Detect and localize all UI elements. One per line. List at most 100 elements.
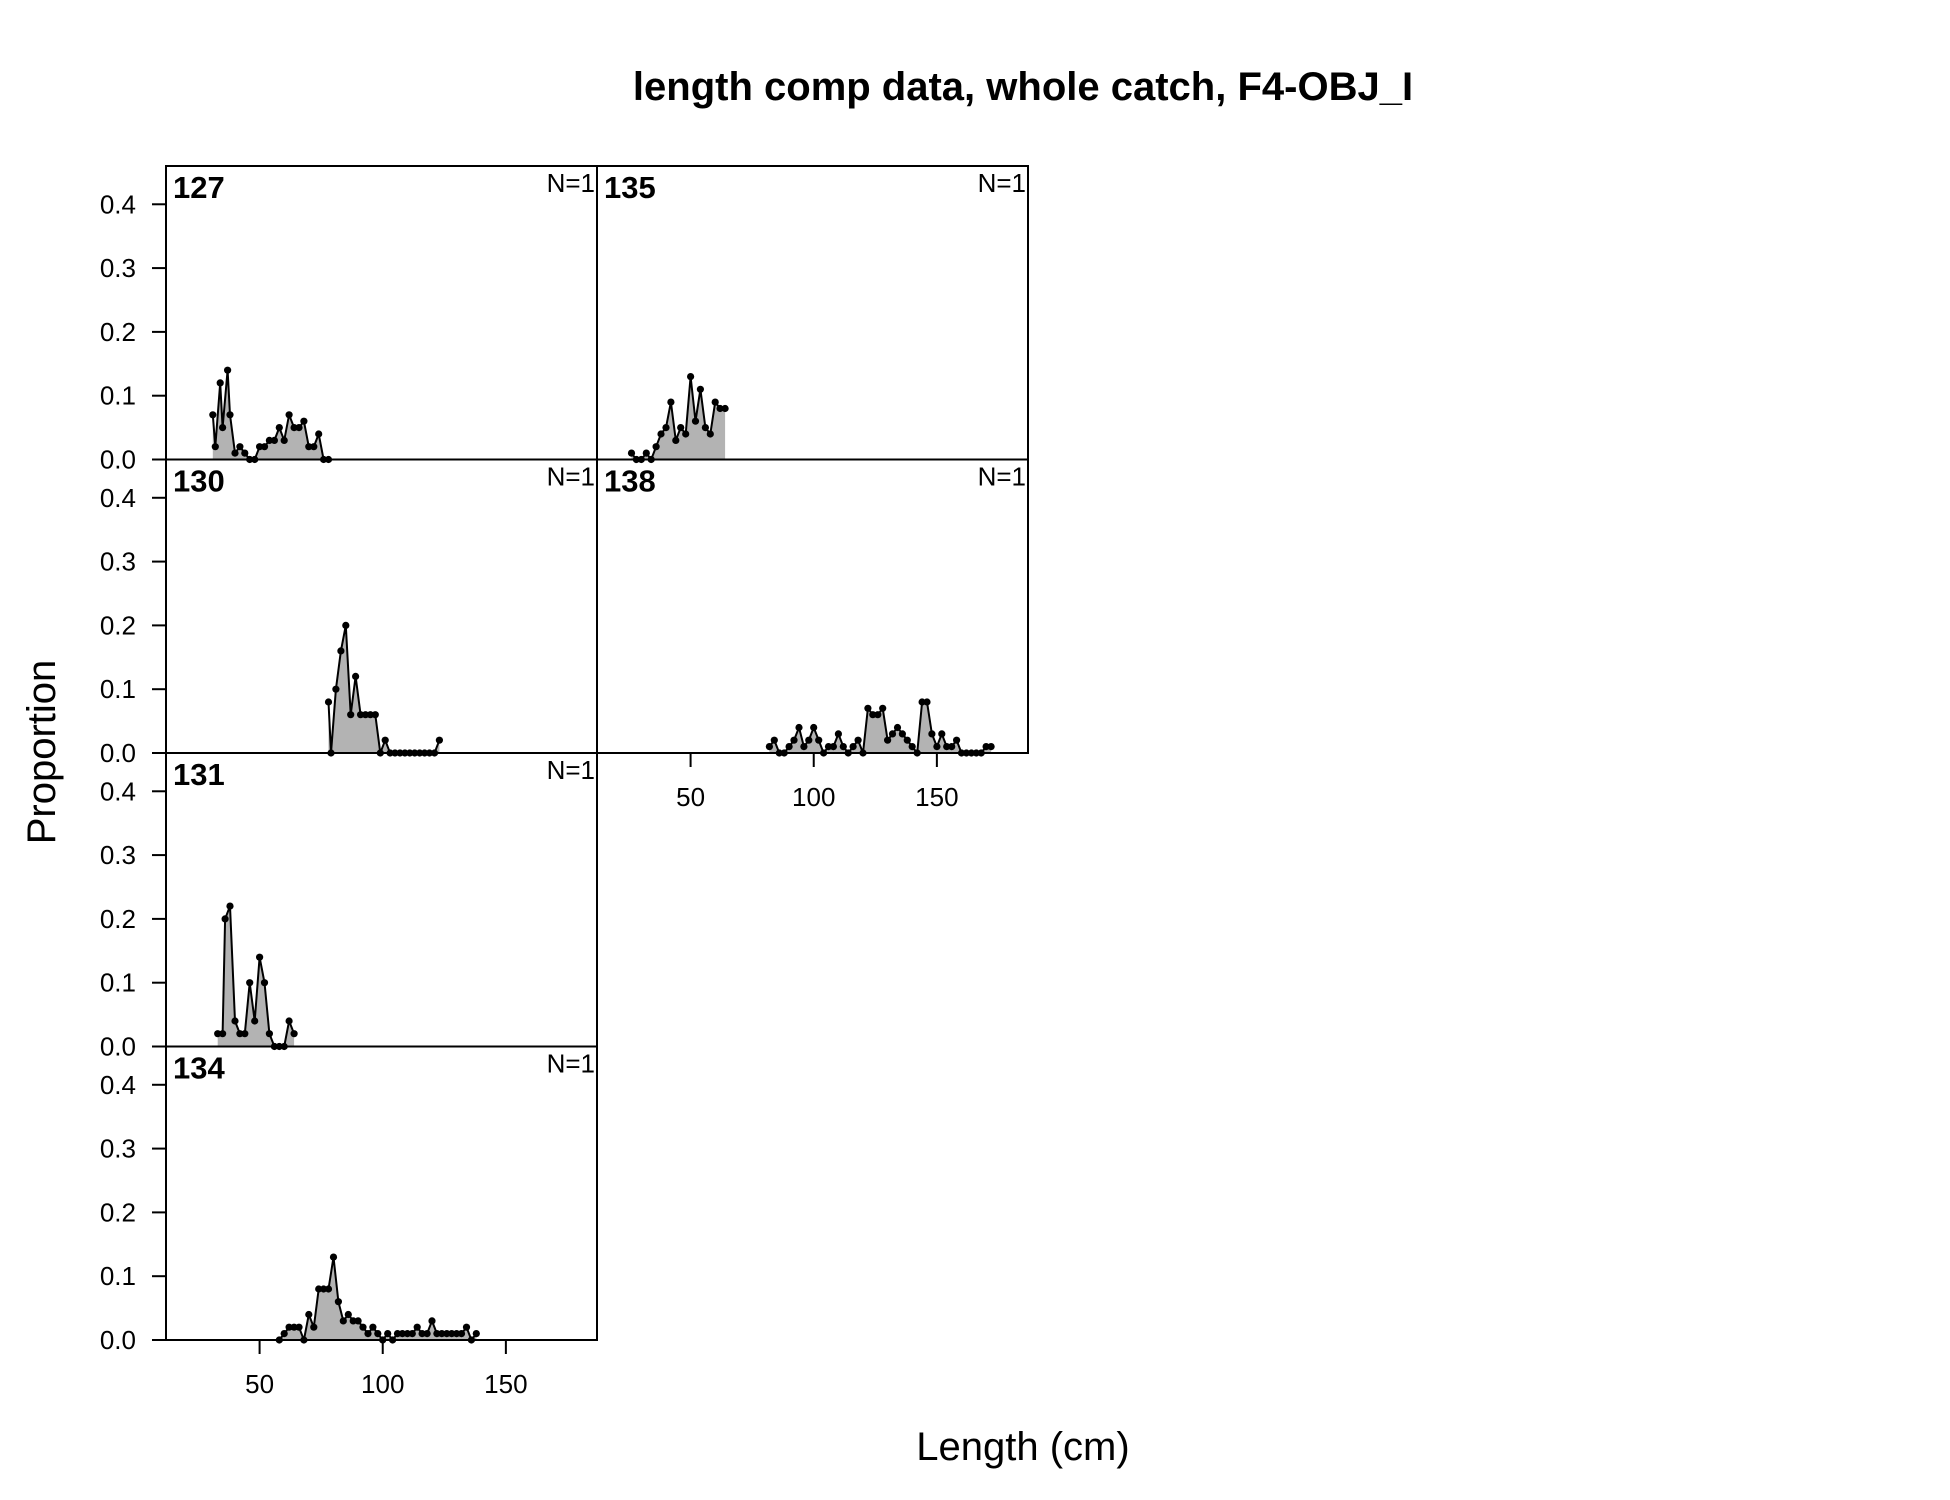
data-point <box>224 366 232 374</box>
data-point <box>839 743 847 751</box>
data-point <box>987 743 995 751</box>
panel-n-label: N=1 <box>547 755 595 785</box>
x-axis-label: Length (cm) <box>916 1425 1129 1469</box>
x-tick-label: 150 <box>915 782 958 812</box>
data-point <box>642 449 650 457</box>
data-point <box>933 743 941 751</box>
y-tick-label: 0.2 <box>100 317 136 347</box>
data-point <box>652 443 660 451</box>
data-point <box>438 1330 446 1338</box>
data-point <box>408 1330 416 1338</box>
data-point <box>849 743 857 751</box>
panel-label: 131 <box>173 757 225 792</box>
data-point <box>290 1030 298 1038</box>
data-point <box>687 373 695 381</box>
x-tick-label: 50 <box>245 1369 274 1399</box>
data-point <box>893 723 902 732</box>
data-point <box>790 736 798 744</box>
data-point <box>721 404 729 413</box>
panel-label: 138 <box>604 464 656 499</box>
data-point <box>657 430 665 438</box>
data-point <box>209 411 217 419</box>
data-point <box>888 730 897 738</box>
data-point <box>854 736 862 744</box>
data-point <box>241 449 249 457</box>
data-point <box>216 379 224 387</box>
area-fill <box>217 906 295 1047</box>
data-point <box>701 424 710 432</box>
x-tick-label: 150 <box>484 1369 527 1399</box>
data-point <box>310 1323 318 1331</box>
panel-border <box>165 1045 598 1341</box>
data-point <box>677 424 685 432</box>
panel-n-label: N=1 <box>978 168 1026 198</box>
data-point <box>324 1285 333 1293</box>
data-point <box>384 1330 392 1338</box>
data-point <box>324 698 333 706</box>
data-point <box>260 979 269 987</box>
data-point <box>369 1323 377 1331</box>
y-tick-label: 0.2 <box>100 610 136 640</box>
y-tick-label: 0.1 <box>100 968 136 998</box>
data-point <box>300 417 308 425</box>
data-point <box>805 736 813 744</box>
data-point <box>810 723 818 732</box>
y-tick-label: 0.4 <box>100 483 136 513</box>
data-point <box>662 424 670 432</box>
data-point <box>339 1317 347 1325</box>
data-point <box>344 1310 352 1319</box>
data-point <box>305 1310 313 1319</box>
y-tick-label: 0.0 <box>100 445 136 475</box>
data-point <box>285 1323 293 1331</box>
data-point <box>413 1323 421 1331</box>
data-point <box>236 443 244 451</box>
data-point <box>879 704 887 712</box>
data-point <box>260 443 269 451</box>
data-point <box>270 436 278 444</box>
data-point <box>315 430 323 438</box>
data-point <box>221 915 229 923</box>
panel-134: 134 N=1 0.0 0.1 0.2 0.3 0.4 50 100 150 <box>100 1045 598 1399</box>
data-point <box>716 404 724 413</box>
data-point <box>462 1323 471 1331</box>
panel-border <box>596 458 1029 754</box>
data-point <box>928 730 936 738</box>
panel-label: 130 <box>173 464 225 499</box>
data-point <box>667 398 675 406</box>
data-point <box>627 449 636 457</box>
data-point <box>428 1317 436 1325</box>
panel-138: 138 N=1 50 100 150 <box>596 458 1029 812</box>
y-tick-label: 0.4 <box>100 776 136 806</box>
data-point <box>226 902 234 910</box>
data-point <box>943 743 951 751</box>
data-point <box>352 672 360 681</box>
data-point <box>280 1330 288 1338</box>
data-point <box>795 723 803 732</box>
data-point <box>211 443 219 451</box>
data-point <box>908 743 916 751</box>
data-point <box>706 430 714 438</box>
data-point <box>295 424 303 432</box>
panel-label: 135 <box>604 170 656 205</box>
panels-group: 127 N=1 0.0 0.1 0.2 0.3 0.4 130 N=1 0.0 0.1 0.2 0.3 0… <box>100 165 1029 1399</box>
data-point <box>219 424 227 432</box>
panel-n-label: N=1 <box>978 462 1026 492</box>
data-point <box>246 979 254 987</box>
data-point <box>219 1030 227 1038</box>
data-point <box>310 443 318 451</box>
data-point <box>800 743 808 751</box>
data-point <box>834 730 843 738</box>
y-tick-label: 0.0 <box>100 1032 136 1062</box>
data-point <box>898 730 907 738</box>
data-point <box>785 743 793 751</box>
data-point <box>265 1030 273 1038</box>
data-point <box>256 953 264 961</box>
data-point <box>241 1030 249 1038</box>
area-fill <box>279 1257 477 1340</box>
data-point <box>359 1323 367 1331</box>
data-point <box>982 743 990 751</box>
x-tick-label: 100 <box>792 782 835 812</box>
panel-label: 134 <box>173 1051 225 1086</box>
data-point <box>381 736 389 744</box>
